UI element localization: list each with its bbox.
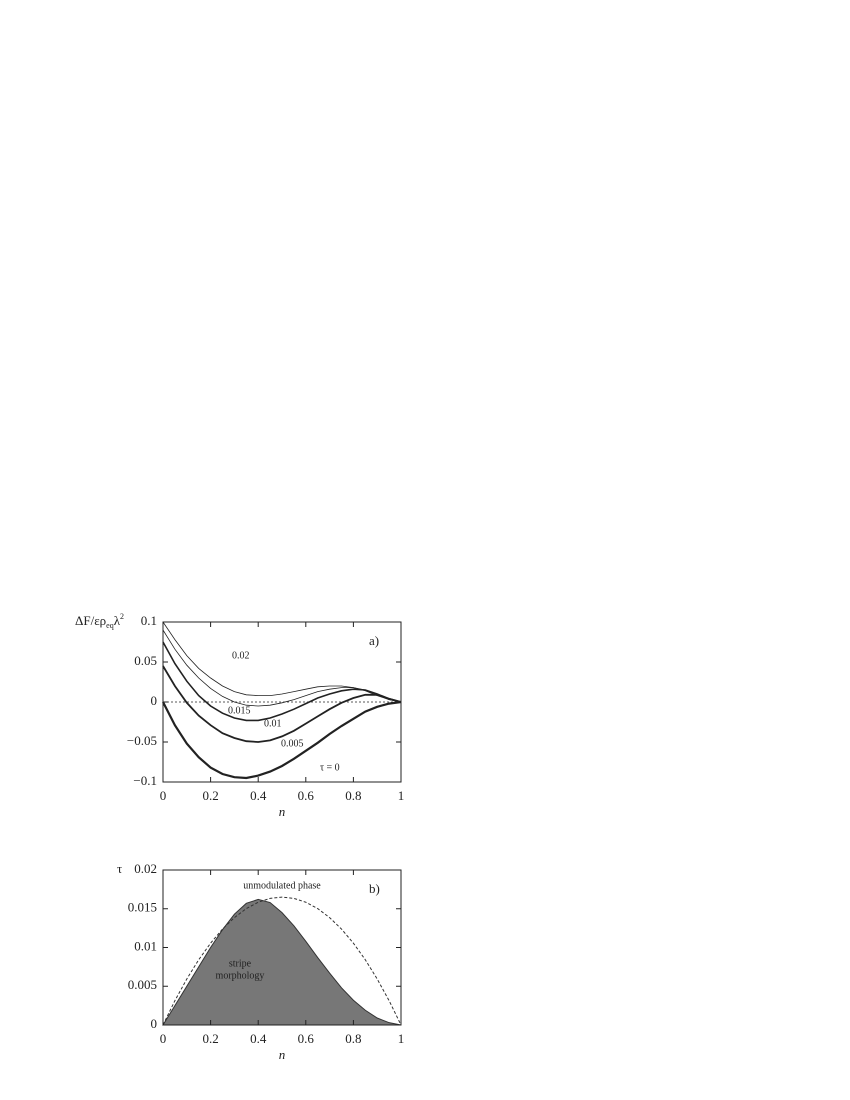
y-tick-label: 0.05 [134, 653, 157, 668]
x-tick-label: 0.8 [345, 1031, 361, 1046]
panel-label: a) [369, 633, 379, 648]
y-tick-label: 0.02 [134, 861, 157, 876]
annotation: stripe [229, 958, 252, 969]
x-tick-label: 1 [398, 788, 405, 803]
x-tick-label: 0.2 [202, 1031, 218, 1046]
x-tick-label: 0.8 [345, 788, 361, 803]
y-tick-label: −0.05 [127, 733, 157, 748]
y-axis-label-part: τ [117, 861, 122, 876]
x-axis-label: n [279, 804, 286, 819]
area [162, 898, 402, 1026]
x-tick-label: 0.2 [202, 788, 218, 803]
y-axis-label: τ [117, 861, 122, 876]
y-tick-label: −0.1 [133, 773, 157, 788]
curve-label: 0.02 [232, 650, 250, 661]
panel-label: b) [369, 881, 380, 896]
curve [162, 665, 402, 743]
y-tick-label: 0.01 [134, 938, 157, 953]
x-tick-label: 0 [160, 1031, 167, 1046]
annotation: unmodulated phase [243, 880, 321, 891]
y-tick-label: 0 [151, 693, 158, 708]
y-tick-label: 0 [151, 1016, 158, 1031]
curve [162, 700, 402, 780]
x-tick-label: 1 [398, 1031, 405, 1046]
curve [162, 641, 402, 722]
y-axis-label-part: eq [106, 621, 114, 630]
curve-label: 0.01 [264, 718, 282, 729]
y-axis-label-part: 2 [120, 612, 124, 621]
x-axis-label: n [279, 1047, 286, 1062]
x-tick-label: 0.4 [250, 1031, 267, 1046]
annotation: morphology [216, 970, 265, 981]
x-tick-label: 0.6 [298, 1031, 315, 1046]
x-tick-label: 0.6 [298, 788, 315, 803]
y-tick-label: 0.015 [128, 900, 157, 915]
y-axis-label-part: ΔF/ερ [75, 613, 106, 628]
y-axis-label-part: λ [114, 613, 121, 628]
curve-label: 0.015 [228, 705, 251, 716]
x-tick-label: 0.4 [250, 788, 267, 803]
y-tick-label: 0.005 [128, 977, 157, 992]
x-tick-label: 0 [160, 788, 167, 803]
y-axis-label: ΔF/ερeqλ2 [75, 612, 124, 630]
curve-label: 0.005 [281, 738, 304, 749]
curve-label: τ = 0 [320, 762, 340, 773]
curve [162, 896, 402, 1026]
y-tick-label: 0.1 [141, 613, 157, 628]
